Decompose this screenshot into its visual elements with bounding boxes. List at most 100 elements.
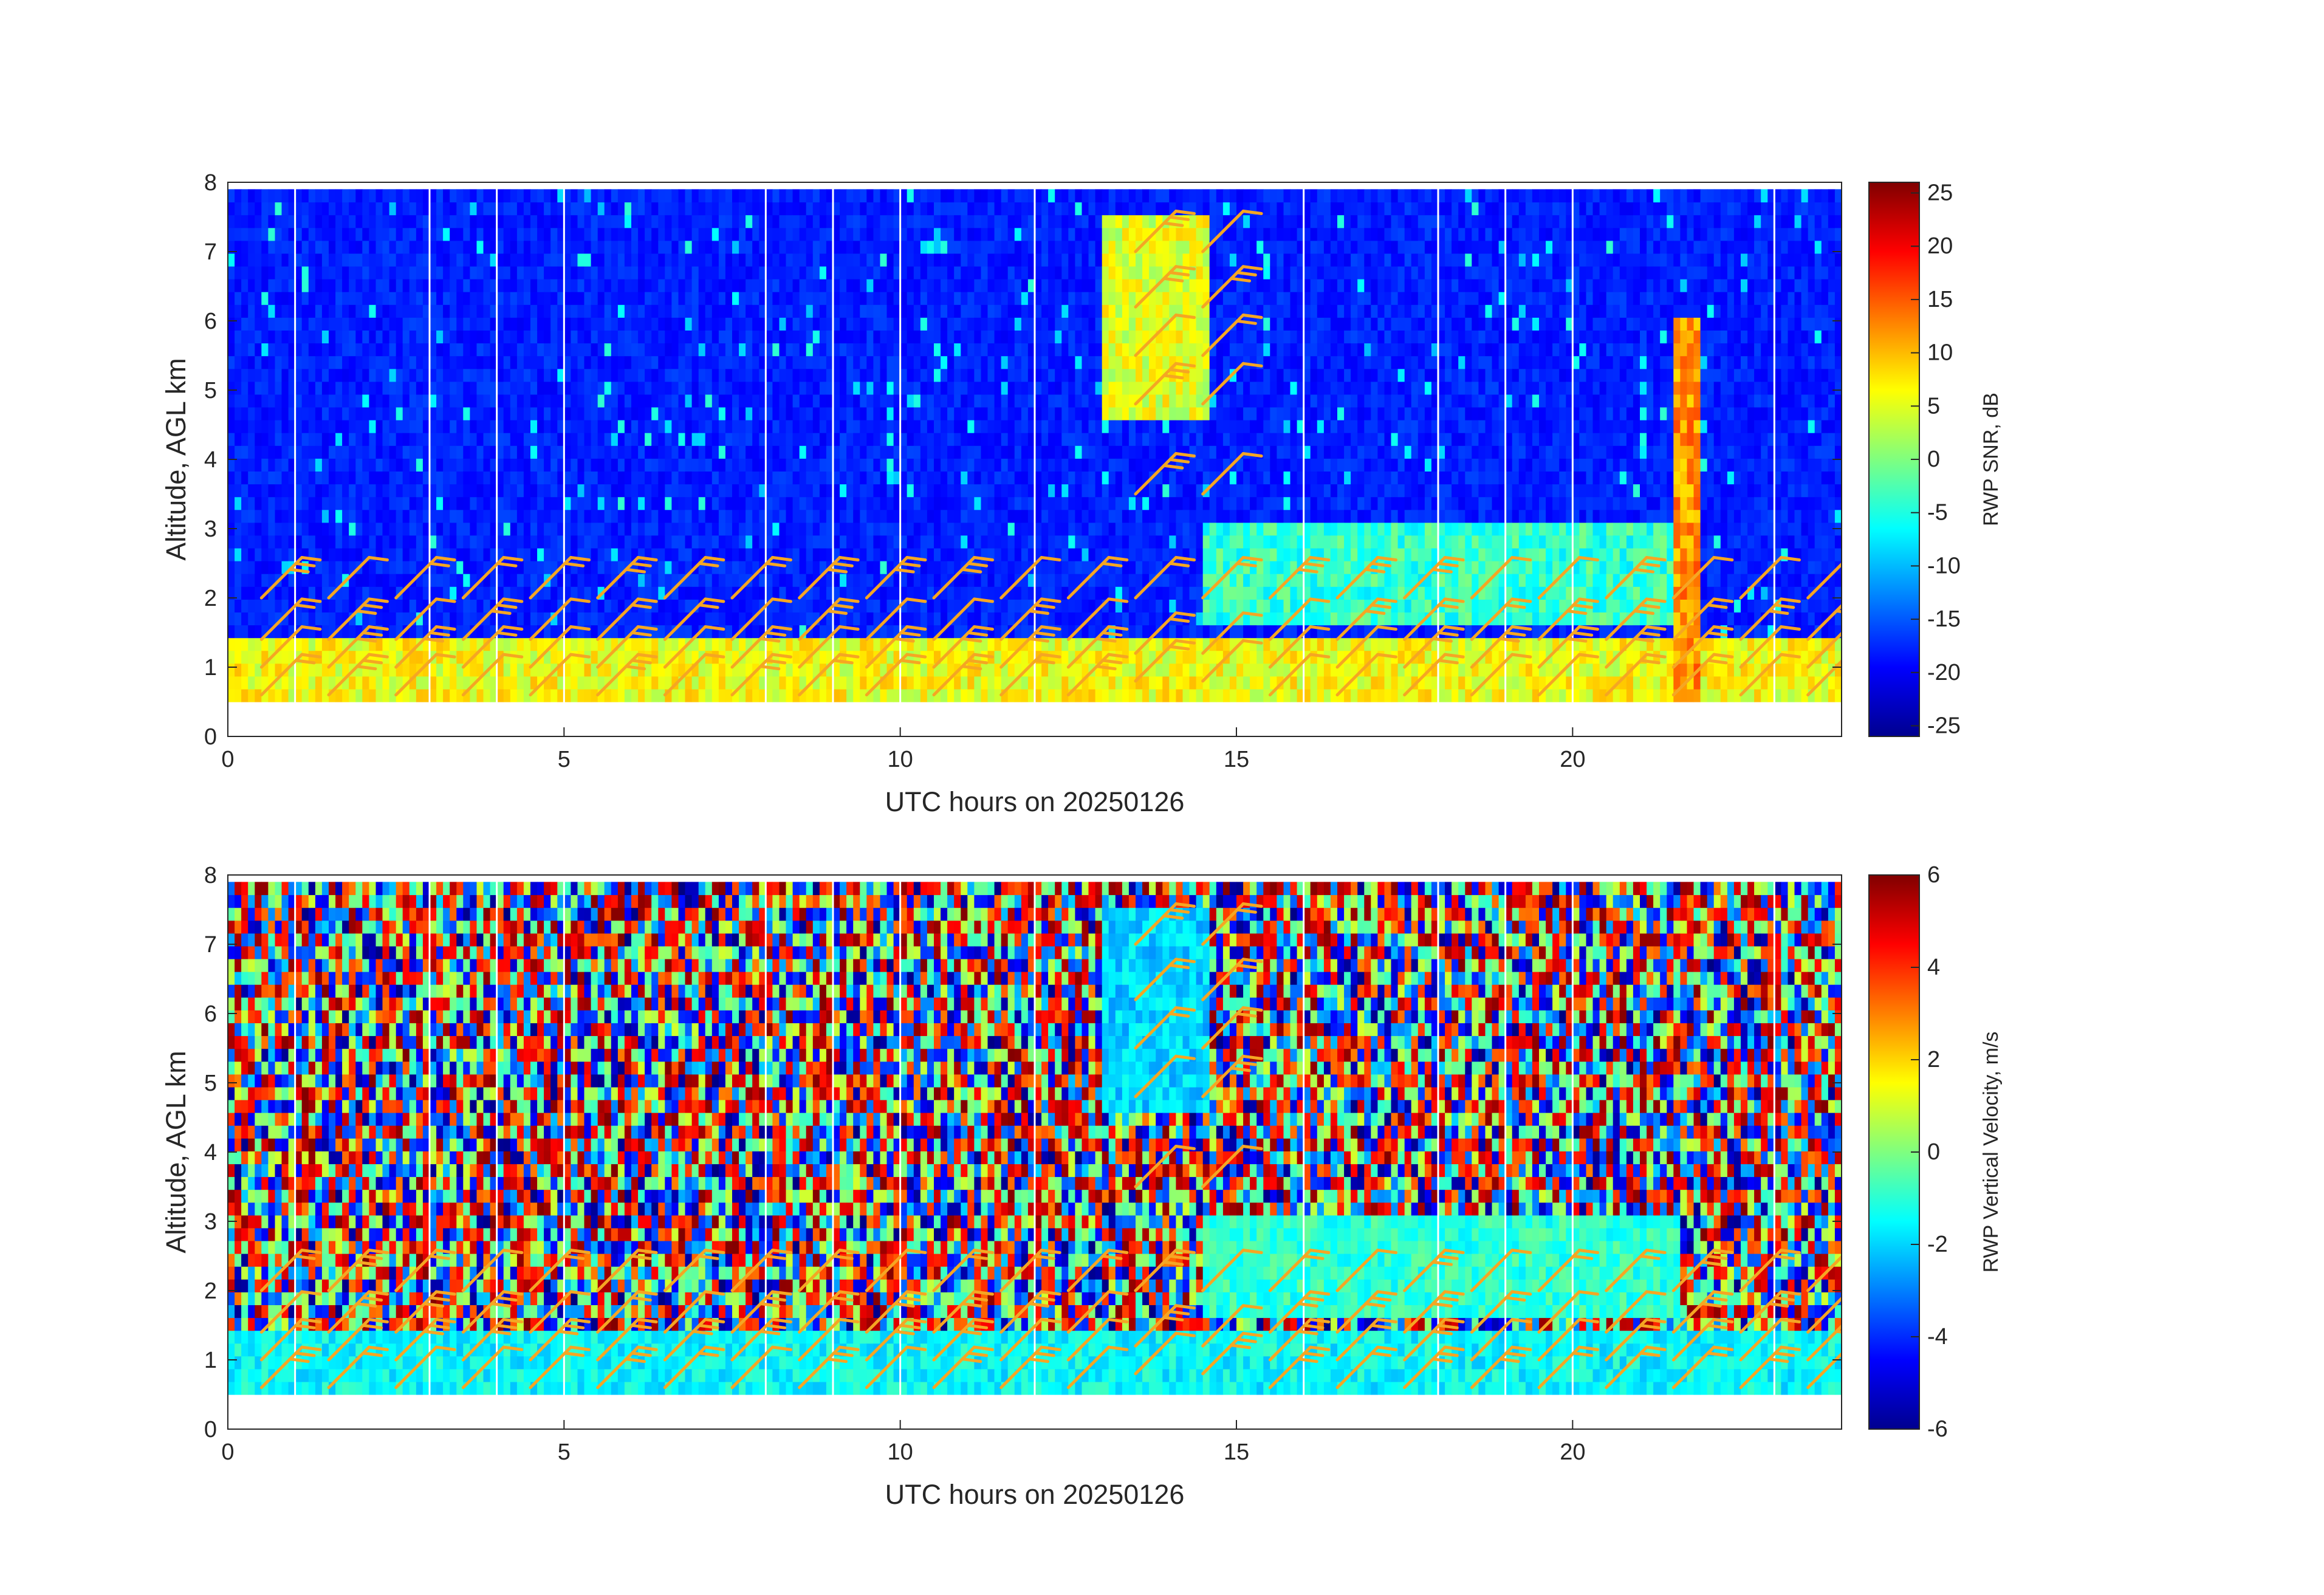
heatmap-cell: [389, 266, 397, 280]
heatmap-cell: [396, 227, 403, 241]
heatmap-cell: [450, 471, 457, 485]
heatmap-cell: [375, 420, 383, 433]
heatmap-cell: [725, 496, 733, 510]
heatmap-cell: [799, 355, 807, 369]
heatmap-cell: [860, 599, 867, 612]
heatmap-cell: [1021, 522, 1029, 536]
heatmap-cell: [772, 547, 780, 561]
heatmap-cell: [550, 574, 558, 587]
heatmap-cell: [503, 663, 511, 677]
heatmap-cell: [235, 676, 242, 690]
heatmap-cell: [846, 368, 854, 382]
heatmap-cell: [678, 637, 686, 651]
heatmap-cell: [315, 279, 323, 292]
heatmap-cell: [934, 355, 941, 369]
heatmap-cell: [1055, 625, 1062, 639]
heatmap-cell: [544, 509, 551, 523]
heatmap-cell: [947, 586, 955, 600]
heatmap-cell: [261, 663, 269, 677]
heatmap-cell: [934, 625, 941, 639]
heatmap-cell: [1007, 496, 1015, 510]
heatmap-cell: [691, 202, 699, 216]
heatmap-cell: [450, 663, 457, 677]
heatmap-cell: [786, 586, 794, 600]
heatmap-cell: [382, 343, 390, 357]
heatmap-cell: [537, 561, 544, 574]
heatmap-cell: [772, 227, 780, 241]
heatmap-cell: [288, 240, 296, 254]
heatmap-cell: [470, 406, 478, 420]
heatmap-cell: [1041, 535, 1049, 549]
heatmap-cell: [799, 240, 807, 254]
heatmap-cell: [846, 522, 854, 536]
heatmap-cell: [685, 445, 693, 459]
heatmap-cell: [1041, 637, 1049, 651]
heatmap-cell: [550, 189, 558, 203]
heatmap-cell: [718, 368, 726, 382]
heatmap-cell: [746, 343, 753, 357]
heatmap-cell: [571, 561, 578, 574]
heatmap-cell: [228, 304, 235, 318]
heatmap-cell: [476, 637, 484, 651]
heatmap-cell: [718, 433, 726, 446]
heatmap-cell: [248, 214, 255, 228]
heatmap-cell: [443, 676, 450, 690]
heatmap-cell: [766, 471, 773, 485]
heatmap-cell: [732, 522, 739, 536]
heatmap-cell: [853, 368, 860, 382]
heatmap-cell: [900, 433, 908, 446]
heatmap-cell: [261, 189, 269, 203]
heatmap-cell: [268, 471, 276, 485]
heatmap-cell: [786, 612, 794, 626]
heatmap-cell: [941, 535, 948, 549]
heatmap-cell: [476, 189, 484, 203]
heatmap-cell: [645, 406, 652, 420]
heatmap-cell: [826, 433, 834, 446]
heatmap-cell: [772, 202, 780, 216]
heatmap-cell: [510, 317, 518, 331]
heatmap-cell: [846, 355, 854, 369]
heatmap-cell: [436, 304, 444, 318]
heatmap-cell: [355, 522, 363, 536]
heatmap-cell: [893, 625, 901, 639]
heatmap-cell: [732, 625, 739, 639]
heatmap-cell: [806, 484, 814, 498]
heatmap-cell: [456, 420, 464, 433]
heatmap-cell: [671, 406, 679, 420]
heatmap-cell: [1007, 612, 1015, 626]
heatmap-cell: [685, 612, 693, 626]
heatmap-cell: [1035, 355, 1042, 369]
heatmap-cell: [611, 394, 619, 408]
heatmap-cell: [1027, 406, 1035, 420]
heatmap-cell: [1021, 612, 1029, 626]
heatmap-cell: [1035, 343, 1042, 357]
heatmap-cell: [1014, 394, 1022, 408]
heatmap-cell: [853, 625, 860, 639]
heatmap-cell: [396, 202, 403, 216]
heatmap-cell: [766, 688, 773, 702]
heatmap-cell: [806, 458, 814, 472]
heatmap-cell: [779, 420, 787, 433]
heatmap-cell: [564, 496, 571, 510]
heatmap-cell: [443, 612, 450, 626]
heatmap-cell: [430, 496, 437, 510]
heatmap-cell: [739, 663, 746, 677]
heatmap-cell: [389, 522, 397, 536]
heatmap-cell: [819, 266, 827, 280]
heatmap-cell: [1021, 599, 1029, 612]
heatmap-cell: [335, 253, 343, 267]
heatmap-cell: [759, 214, 766, 228]
heatmap-cell: [362, 484, 369, 498]
heatmap-cell: [288, 445, 296, 459]
heatmap-cell: [981, 522, 989, 536]
heatmap-cell: [396, 496, 403, 510]
heatmap-cell: [544, 471, 551, 485]
heatmap-cell: [947, 292, 955, 305]
heatmap-cell: [1048, 304, 1055, 318]
heatmap-cell: [913, 355, 921, 369]
heatmap-cell: [1041, 189, 1049, 203]
heatmap-cell: [308, 406, 316, 420]
heatmap-cell: [248, 406, 255, 420]
heatmap-cell: [779, 343, 787, 357]
heatmap-cell: [557, 445, 564, 459]
